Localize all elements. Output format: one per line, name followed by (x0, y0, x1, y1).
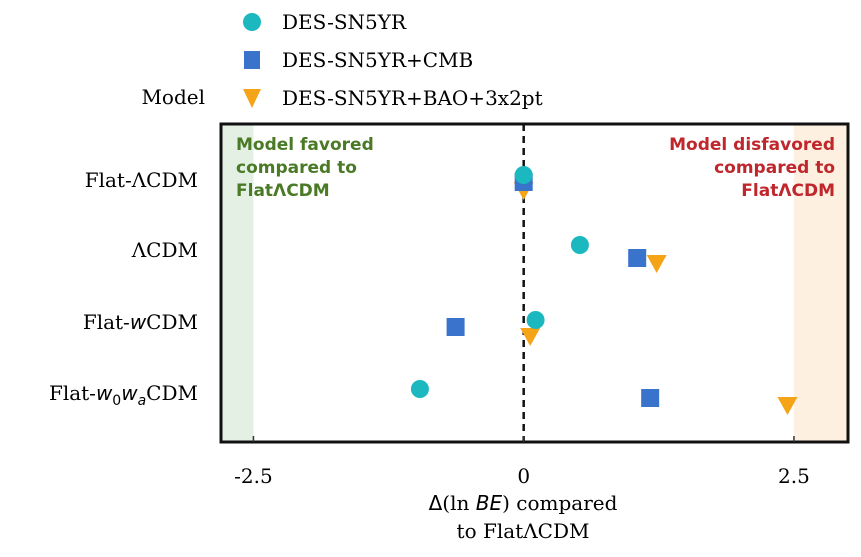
disfavored-region-band (793, 124, 848, 442)
favored-annotation-line-3: FlatΛCDM (236, 181, 330, 201)
legend-label: DES-SN5YR+CMB (282, 48, 473, 72)
data-point-triangle-down (646, 255, 667, 273)
x-axis-label-delta: Δ (429, 491, 443, 515)
data-point-square (628, 249, 647, 267)
legend-marker-circle (243, 13, 261, 31)
favored-region-band (221, 124, 254, 442)
data-markers (410, 166, 798, 415)
legend-marker-square (244, 51, 260, 69)
category-label: Flat-w0waCDM (49, 381, 198, 409)
disfavored-annotation-line-2: compared to (714, 158, 835, 178)
y-axis-title: Model (141, 85, 205, 109)
category-label: Flat-wCDM (83, 310, 198, 334)
disfavored-annotation-line-1: Model disfavored (669, 135, 835, 155)
legend-label: DES-SN5YR+BAO+3x2pt (282, 86, 543, 110)
data-point-triangle-down (777, 397, 798, 415)
data-point-triangle-down (520, 328, 541, 346)
x-axis-ticks: -2.5 0 2.5 (234, 436, 810, 488)
x-axis-label-rest: ) compared (502, 491, 617, 515)
data-point-circle (514, 166, 533, 184)
plot-frame (219, 122, 850, 444)
legend-marker-triangle (243, 89, 261, 108)
x-axis-label-line-2: to FlatΛCDM (457, 519, 590, 543)
category-label: ΛCDM (131, 238, 198, 262)
data-point-circle (526, 311, 545, 329)
x-axis-label-be: BE (476, 491, 503, 515)
category-labels: Flat-ΛCDM ΛCDM Flat-wCDM Flat-w0waCDM (49, 168, 198, 409)
data-point-circle (570, 236, 589, 254)
data-point-circle (410, 380, 429, 398)
x-axis-label-line-1: Δ(ln BE) compared (429, 491, 618, 515)
data-point-square (446, 318, 465, 336)
disfavored-annotation-line-3: FlatΛCDM (741, 181, 835, 201)
x-tick-label: 2.5 (778, 464, 810, 488)
legend-label: DES-SN5YR (282, 10, 407, 34)
favored-annotation-line-2: compared to (236, 158, 357, 178)
favored-annotation-line-1: Model favored (236, 135, 374, 155)
x-tick-label: 0 (517, 464, 530, 488)
x-axis-label-ln: (ln (442, 491, 475, 515)
x-tick-label: -2.5 (234, 464, 273, 488)
category-label: Flat-ΛCDM (85, 168, 198, 192)
legend: DES-SN5YR DES-SN5YR+CMB DES-SN5YR+BAO+3x2p… (243, 10, 543, 110)
data-point-square (641, 389, 660, 407)
